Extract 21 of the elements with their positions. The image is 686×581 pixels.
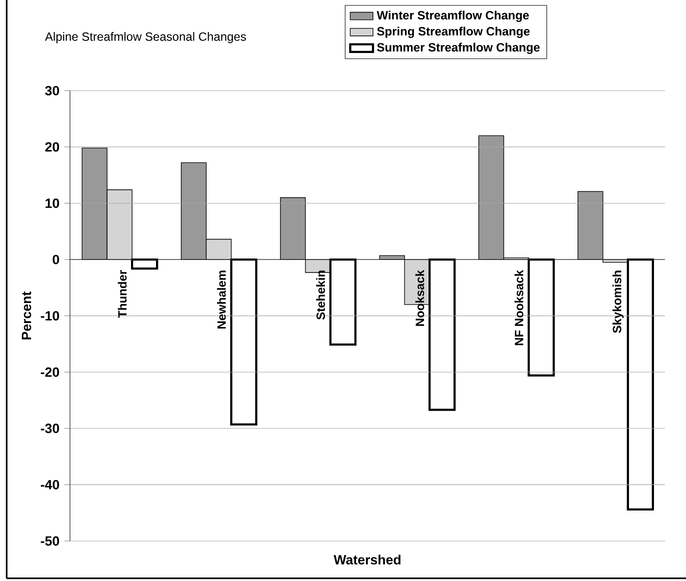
y-tick-label: 10: [46, 198, 60, 208]
chart-title: Alpine Streafmlow Seasonal Changes: [44, 32, 246, 44]
x-axis-title: Watershed: [334, 554, 400, 564]
x-tick-label: NF Nooksack: [514, 270, 524, 346]
x-tick-label: Skykomish: [612, 270, 624, 333]
legend-label: Summer Streafmlow Change: [377, 42, 540, 54]
y-tick-label: -20: [40, 367, 60, 377]
y-tick-label: 0: [52, 254, 60, 264]
x-tick-label: Stehekin: [316, 270, 325, 320]
x-tick-label: Thunder: [118, 270, 127, 318]
y-tick-label: -10: [40, 311, 60, 321]
y-axis-title: Percent: [22, 292, 32, 340]
x-tick-label: Nooksack: [415, 270, 424, 326]
y-tick-label: 30: [45, 86, 60, 96]
x-tick-label: Newhalem: [217, 270, 226, 328]
y-tick-label: -50: [40, 536, 60, 546]
y-tick-label: -30: [40, 424, 60, 434]
legend-label: Spring Streamflow Change: [377, 26, 530, 38]
y-tick-label: 20: [45, 142, 60, 152]
y-tick-label: -40: [40, 480, 60, 490]
legend-label: Winter Streamflow Change: [376, 10, 529, 22]
